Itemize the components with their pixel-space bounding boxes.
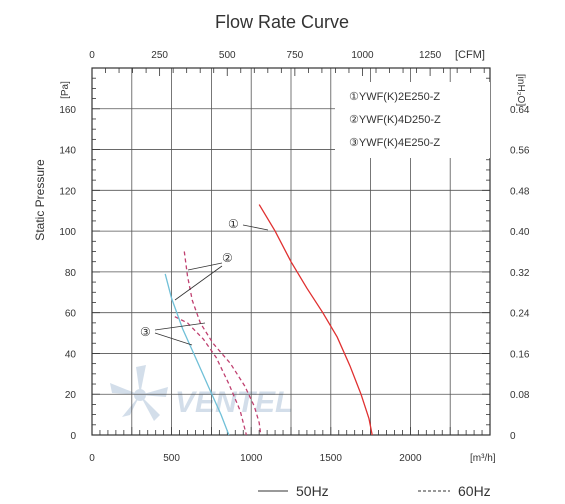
chart-title: Flow Rate Curve [215, 12, 349, 32]
y-axis-unit: [Pa] [60, 81, 71, 99]
callout-3: ③ [140, 325, 151, 339]
cfm-tick-label: 1000 [351, 50, 374, 61]
legend-entry: ③YWF(K)4E250-Z [349, 137, 440, 149]
inh2o-tick-label: 0.32 [510, 268, 530, 279]
ventel-watermark: VENTEL [110, 365, 293, 421]
inh2o-tick-label: 0.08 [510, 390, 530, 401]
y-tick-label: 140 [59, 146, 76, 157]
y-tick-label: 60 [65, 309, 77, 320]
y-tick-label: 120 [59, 186, 76, 197]
series-curve-2 [183, 251, 262, 436]
y-tick-label: 40 [65, 349, 77, 360]
callout-leader [154, 332, 193, 346]
callout-2: ② [222, 251, 233, 265]
inh2o-tick-label: 0.56 [510, 146, 530, 157]
x-tick-label: 2000 [399, 453, 422, 464]
legend-entry: ②YWF(K)4D250-Z [349, 114, 441, 126]
series-curve-4 [164, 273, 230, 436]
cfm-tick-label: 1250 [419, 50, 442, 61]
y-tick-label: 160 [59, 105, 76, 116]
y-tick-label: 100 [59, 227, 76, 238]
callout-1: ① [228, 217, 239, 231]
watermark-text: VENTEL [175, 386, 293, 419]
inh2o-tick-label: 0.64 [510, 105, 530, 116]
inh2o-tick-label: 0.16 [510, 349, 530, 360]
inh2o-tick-label: 0.24 [510, 309, 530, 320]
callout-leader [242, 224, 269, 231]
x-tick-label: 0 [89, 453, 95, 464]
cfm-tick-label: 0 [89, 50, 95, 61]
legend-box [335, 82, 490, 158]
cfm-tick-label: 500 [219, 50, 236, 61]
key-label-dashed: 60Hz [458, 483, 491, 499]
callout-leader [154, 322, 206, 331]
callout-leader [174, 265, 223, 301]
callout-leader [187, 262, 223, 271]
y-tick-label: 0 [70, 431, 76, 442]
inh2o-tick-label: 0.40 [510, 227, 530, 238]
inh2o-tick-label: 0.48 [510, 186, 530, 197]
series-curve-3 [174, 316, 248, 436]
cfm-tick-label: 250 [151, 50, 168, 61]
y-tick-label: 20 [65, 390, 77, 401]
x-tick-label: 1000 [240, 453, 263, 464]
x-tick-label: 1500 [320, 453, 343, 464]
x-tick-label: 500 [163, 453, 180, 464]
inh2o-tick-label: 0 [510, 431, 516, 442]
inh2o-unit: [inH₂O] [515, 74, 526, 106]
y-axis-label: Static Pressure [33, 159, 47, 241]
cfm-unit: [CFM] [455, 49, 485, 61]
series-curve-1 [258, 204, 373, 436]
key-label-solid: 50Hz [296, 483, 329, 499]
legend-entry: ①YWF(K)2E250-Z [349, 91, 440, 103]
x-axis-unit: [m³/h] [470, 453, 496, 464]
cfm-tick-label: 750 [287, 50, 304, 61]
y-tick-label: 80 [65, 268, 77, 279]
